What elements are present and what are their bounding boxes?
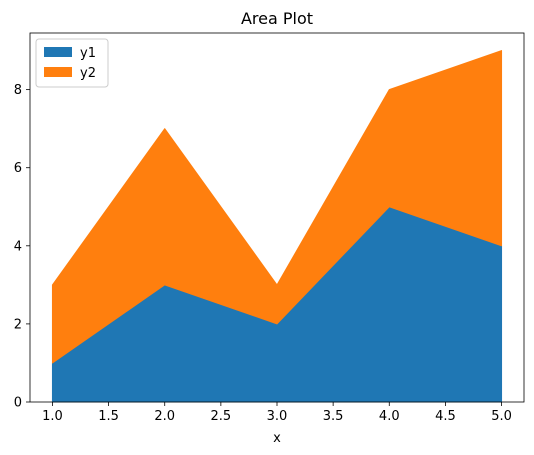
x-tick-label: 4.0 xyxy=(379,409,400,424)
y-tick-label: 0 xyxy=(14,396,22,411)
area-series-y2 xyxy=(51,50,503,364)
y-tick-label: 2 xyxy=(14,317,22,332)
chart-title: Area Plot xyxy=(241,9,313,28)
x-tick-label: 3.0 xyxy=(267,409,288,424)
x-tick-label: 4.5 xyxy=(435,409,456,424)
legend-box xyxy=(35,38,109,88)
legend-swatch-y1 xyxy=(44,47,72,57)
x-tick-label: 2.0 xyxy=(154,409,175,424)
x-axis-label: x xyxy=(273,431,281,446)
chart-areas xyxy=(51,50,503,403)
y-axis-ticks: 0 2 4 6 8 xyxy=(14,83,30,411)
y-tick-label: 4 xyxy=(14,239,22,254)
x-axis-ticks: 1.0 1.5 2.0 2.5 3.0 3.5 4.0 4.5 5.0 xyxy=(42,402,512,424)
x-tick-label: 3.5 xyxy=(323,409,344,424)
legend-label-y1: y1 xyxy=(80,46,96,61)
x-tick-label: 1.0 xyxy=(42,409,63,424)
x-tick-label: 1.5 xyxy=(98,409,119,424)
y-tick-label: 8 xyxy=(14,83,22,98)
legend-label-y2: y2 xyxy=(80,66,96,81)
y-tick-label: 6 xyxy=(14,161,22,176)
legend-swatch-y2 xyxy=(44,67,72,77)
plot-frame xyxy=(29,32,525,403)
x-tick-label: 5.0 xyxy=(491,409,512,424)
x-tick-label: 2.5 xyxy=(211,409,232,424)
